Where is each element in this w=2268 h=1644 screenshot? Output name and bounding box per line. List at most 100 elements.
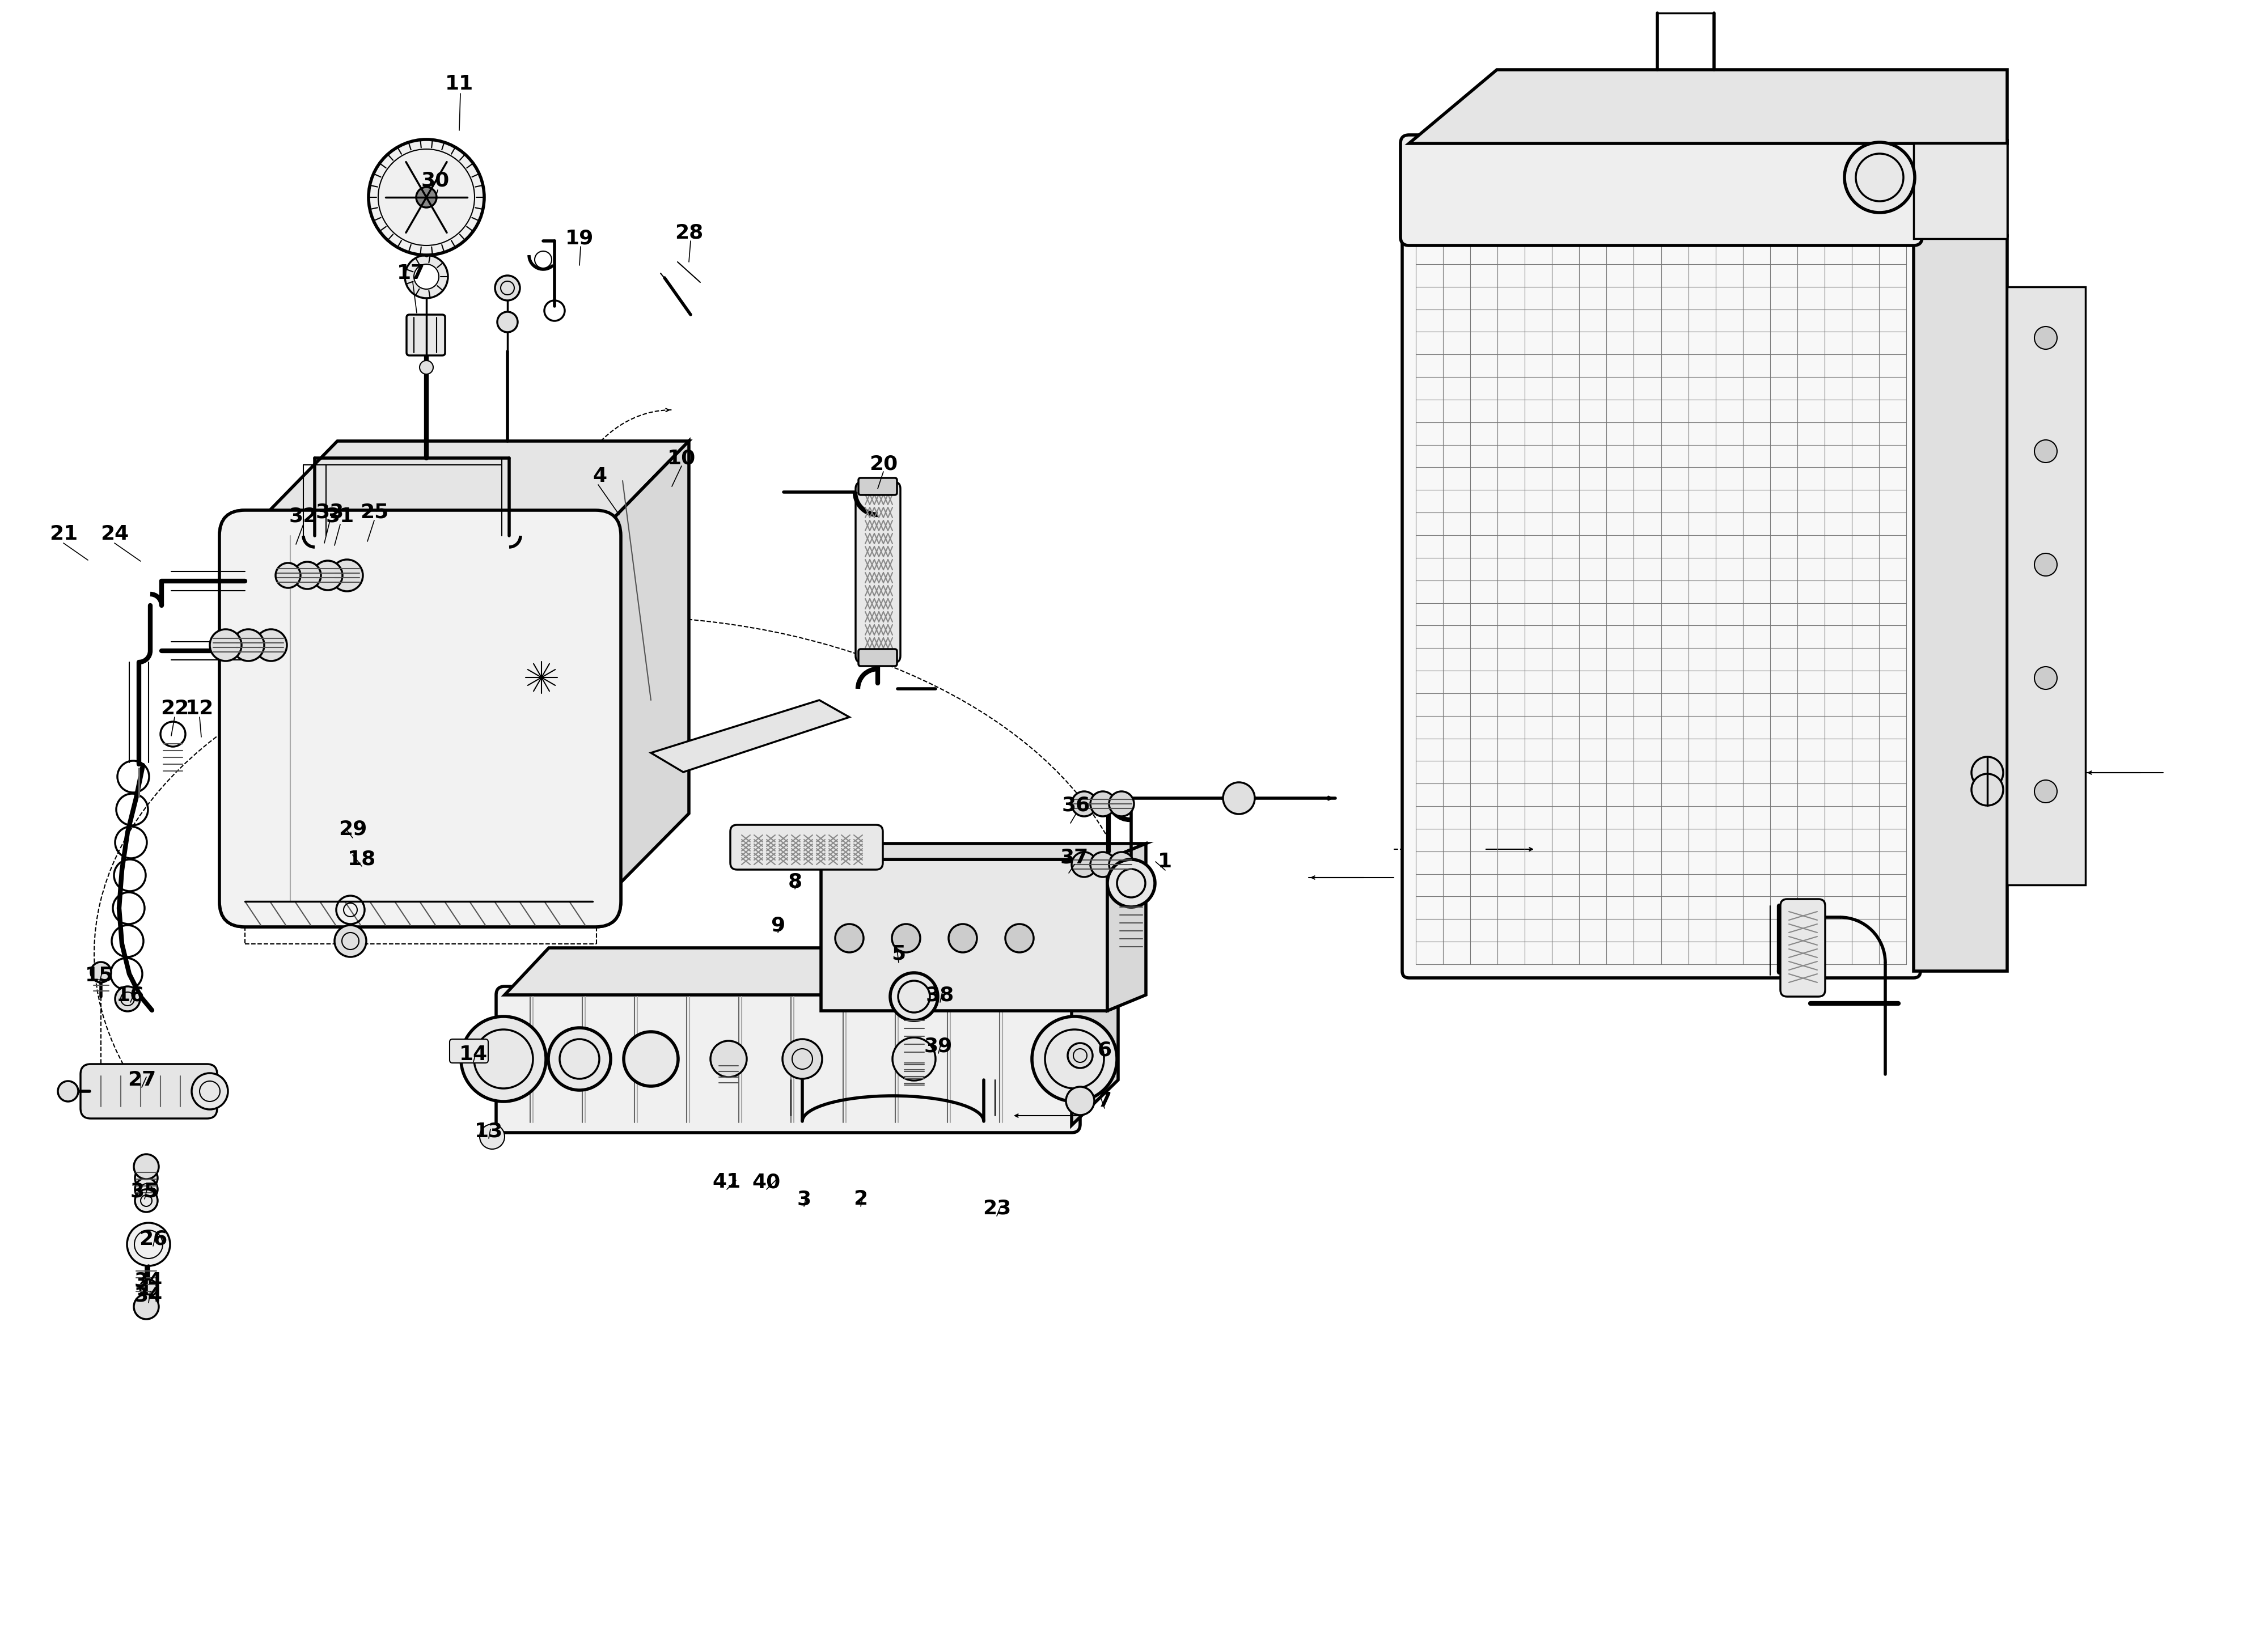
Polygon shape <box>1914 235 2007 972</box>
Text: 34: 34 <box>134 1286 163 1305</box>
Circle shape <box>1073 791 1098 817</box>
Text: 8: 8 <box>787 871 803 891</box>
Circle shape <box>624 1032 678 1087</box>
Circle shape <box>2034 327 2057 349</box>
Circle shape <box>313 561 342 590</box>
Circle shape <box>1109 791 1134 817</box>
FancyBboxPatch shape <box>855 482 900 663</box>
Text: 12: 12 <box>186 699 213 718</box>
FancyBboxPatch shape <box>1780 899 1826 996</box>
Circle shape <box>894 1037 937 1080</box>
Circle shape <box>2034 667 2057 689</box>
Circle shape <box>136 1189 159 1212</box>
FancyBboxPatch shape <box>1402 229 1921 978</box>
Polygon shape <box>821 843 1145 860</box>
Circle shape <box>295 562 322 589</box>
Polygon shape <box>596 441 689 907</box>
Circle shape <box>782 1039 821 1078</box>
Text: 39: 39 <box>923 1036 953 1055</box>
Text: 20: 20 <box>869 454 898 473</box>
Circle shape <box>481 1124 503 1149</box>
Circle shape <box>1068 1042 1093 1069</box>
Circle shape <box>277 562 299 589</box>
Text: 23: 23 <box>982 1198 1012 1218</box>
Circle shape <box>59 1082 77 1101</box>
Circle shape <box>2034 441 2057 462</box>
Text: 14: 14 <box>458 1046 488 1064</box>
FancyBboxPatch shape <box>1402 135 1923 245</box>
Polygon shape <box>503 949 1118 995</box>
Text: 7: 7 <box>1098 1092 1111 1111</box>
Text: 6: 6 <box>1098 1041 1111 1059</box>
Text: 35: 35 <box>129 1182 159 1202</box>
Text: 30: 30 <box>422 171 449 191</box>
Polygon shape <box>651 700 848 773</box>
Text: 3: 3 <box>796 1189 812 1208</box>
Text: 11: 11 <box>445 74 474 94</box>
Circle shape <box>889 973 939 1021</box>
Text: 2: 2 <box>853 1189 869 1208</box>
Circle shape <box>404 255 449 298</box>
Text: 13: 13 <box>474 1121 503 1141</box>
Text: 32: 32 <box>288 506 318 526</box>
Text: 22: 22 <box>161 699 188 718</box>
Circle shape <box>460 1016 547 1101</box>
Text: 15: 15 <box>84 965 113 985</box>
Text: 41: 41 <box>712 1172 742 1192</box>
Circle shape <box>254 630 286 661</box>
Circle shape <box>1107 860 1154 907</box>
Circle shape <box>1091 852 1116 876</box>
Circle shape <box>331 559 363 592</box>
Bar <box>2007 286 2087 884</box>
Circle shape <box>136 1167 159 1189</box>
Circle shape <box>835 924 864 952</box>
Circle shape <box>1844 143 1914 212</box>
Circle shape <box>1066 1087 1093 1115</box>
Circle shape <box>367 140 485 255</box>
Polygon shape <box>1408 69 2007 143</box>
Circle shape <box>710 1041 746 1077</box>
Circle shape <box>417 187 435 207</box>
Text: 4: 4 <box>592 467 608 487</box>
Circle shape <box>1091 791 1116 817</box>
Circle shape <box>116 986 141 1011</box>
Text: 18: 18 <box>347 850 376 868</box>
Text: 37: 37 <box>1059 848 1089 866</box>
Circle shape <box>141 1279 156 1297</box>
FancyBboxPatch shape <box>730 825 882 870</box>
Circle shape <box>891 924 921 952</box>
Text: 1: 1 <box>1159 852 1173 871</box>
Text: 25: 25 <box>361 503 388 521</box>
Circle shape <box>234 630 263 661</box>
Polygon shape <box>821 860 1107 1011</box>
Circle shape <box>420 360 433 375</box>
Text: 27: 27 <box>127 1070 156 1090</box>
Circle shape <box>1971 774 2003 806</box>
Circle shape <box>336 926 367 957</box>
Text: 36: 36 <box>1061 796 1091 815</box>
Circle shape <box>209 630 240 661</box>
Circle shape <box>127 1223 170 1266</box>
Circle shape <box>191 1074 227 1110</box>
Text: 29: 29 <box>338 819 367 838</box>
Text: 31: 31 <box>327 506 354 526</box>
Circle shape <box>1073 852 1098 876</box>
FancyBboxPatch shape <box>220 510 621 927</box>
Circle shape <box>1109 852 1134 876</box>
Polygon shape <box>1107 843 1145 1011</box>
Text: 26: 26 <box>138 1230 168 1248</box>
Text: 9: 9 <box>771 916 785 935</box>
Text: 38: 38 <box>925 985 955 1004</box>
Circle shape <box>413 265 440 289</box>
FancyBboxPatch shape <box>449 1039 488 1064</box>
Text: 21: 21 <box>50 524 77 544</box>
Circle shape <box>1005 924 1034 952</box>
FancyBboxPatch shape <box>857 478 898 495</box>
Circle shape <box>549 1028 610 1090</box>
FancyBboxPatch shape <box>220 510 621 927</box>
Text: 24: 24 <box>100 524 129 544</box>
Text: 19: 19 <box>565 229 594 248</box>
FancyBboxPatch shape <box>82 1064 218 1118</box>
Polygon shape <box>1408 141 2007 235</box>
Text: 34: 34 <box>134 1271 163 1291</box>
